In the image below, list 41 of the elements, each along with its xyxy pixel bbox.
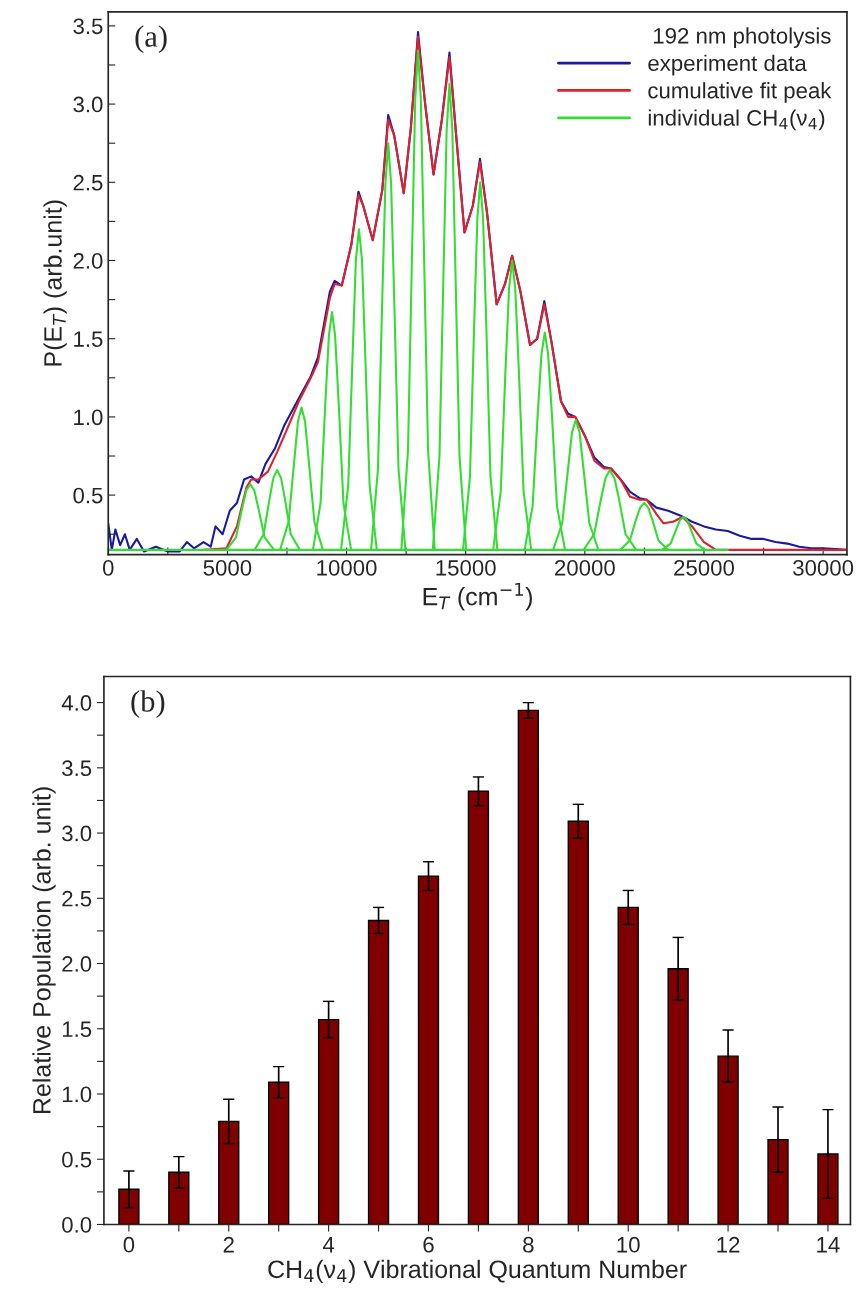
y-axis-title: Relative Population (arb. unit) [32, 787, 56, 1114]
x-tick-label: 2 [223, 1236, 234, 1253]
x-axis-title: E$_{T}$ (cm$^{−1}$) [423, 582, 532, 611]
y-tick-label: 2.5 [62, 890, 92, 907]
x-tick-label: 6 [423, 1236, 434, 1253]
y-tick-label: 1.0 [62, 1086, 92, 1103]
x-tick-label: 25000 [674, 560, 735, 576]
y-tick-label: 2.0 [62, 956, 92, 972]
y-tick-label: 1.0 [74, 409, 103, 426]
y-tick-label: 3.0 [62, 825, 92, 842]
y-tick-label: 3.0 [73, 96, 103, 113]
y-tick-label: 3.5 [62, 760, 92, 777]
x-tick-label: 10000 [317, 560, 377, 576]
x-tick-label: 20000 [555, 560, 615, 576]
y-tick-label: 3.5 [73, 18, 103, 35]
annotation: (a) [135, 25, 167, 54]
x-tick-label: 14 [817, 1237, 840, 1253]
x-tick-label: 8 [523, 1236, 534, 1253]
x-tick-label: 12 [717, 1236, 740, 1253]
x-tick-label: 10 [617, 1236, 640, 1253]
y-tick-label: 2.5 [73, 174, 103, 191]
legend-label: cumulative fit peak [648, 82, 832, 103]
y-tick-label: 0.5 [62, 1151, 92, 1168]
y-tick-label: 1.5 [62, 1021, 92, 1038]
y-tick-label: 2.0 [73, 253, 103, 269]
legend-label: experiment data [648, 54, 807, 76]
x-tick-label: 0 [102, 560, 114, 576]
y-tick-label: 4.0 [61, 695, 92, 711]
y-tick-label: 0.0 [62, 1217, 92, 1233]
y-tick-label: 0.5 [73, 487, 103, 504]
x-tick-label: 5000 [203, 560, 252, 576]
annotation: (b) [131, 690, 165, 718]
y-axis-title: P(E$_{T}$) (arb.unit) [43, 200, 67, 366]
x-tick-label: 0 [123, 1236, 135, 1253]
x-tick-label: 30000 [793, 560, 854, 576]
y-tick-label: 1.5 [74, 331, 103, 347]
x-tick-label: 4 [322, 1237, 335, 1253]
legend-label: individual CH$_{4}$(ν$_{4}$) [648, 109, 825, 131]
x-axis-title: CH$_{4}$(ν$_{4}$) Vibrational Quantum Number [268, 1259, 687, 1284]
legend-title: 192 nm photolysis [653, 27, 831, 49]
x-tick-label: 15000 [436, 560, 496, 576]
